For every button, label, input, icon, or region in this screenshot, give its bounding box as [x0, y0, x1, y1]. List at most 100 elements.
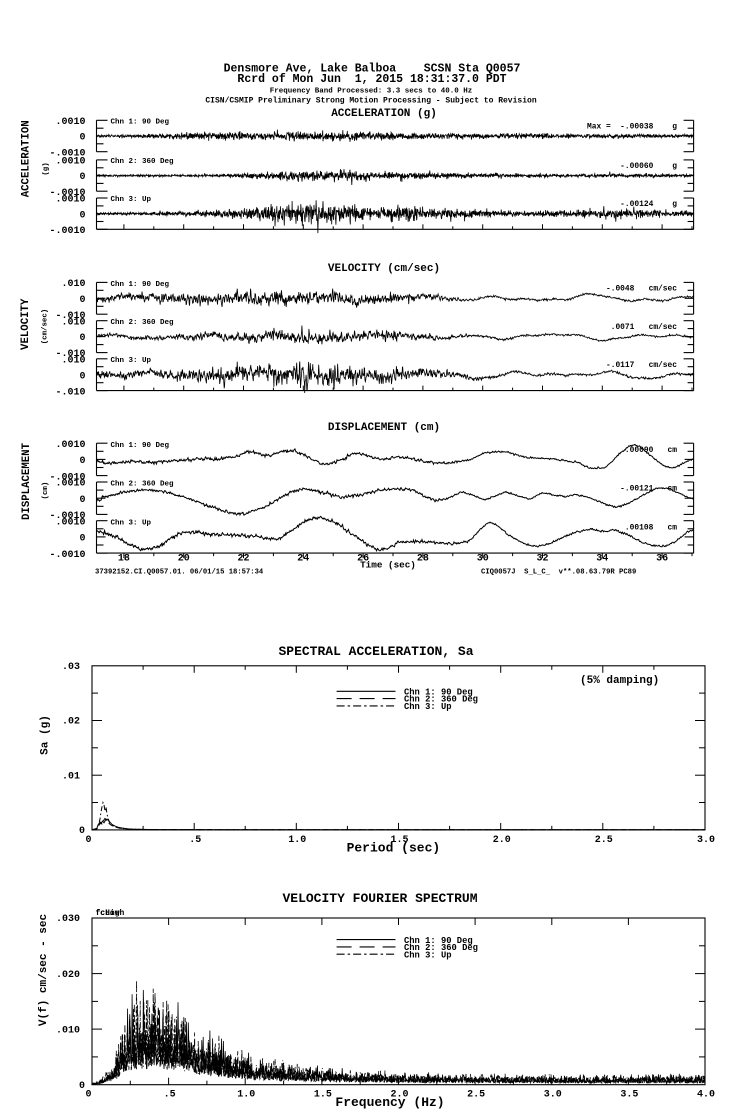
svg-text:.020: .020 — [56, 970, 80, 981]
svg-text:Time (sec): Time (sec) — [360, 560, 416, 571]
svg-text:-.0010: -.0010 — [49, 511, 85, 522]
svg-text:.0010: .0010 — [55, 479, 85, 490]
svg-text:24: 24 — [297, 554, 309, 565]
svg-text:-.00124 g: -.00124 g — [620, 200, 677, 209]
svg-text:0: 0 — [79, 333, 85, 344]
svg-text:Chn 3: Up: Chn 3: Up — [404, 951, 452, 961]
svg-text:Chn 2: 360 Deg: Chn 2: 360 Deg — [404, 695, 478, 705]
svg-text:V(f) cm/sec - sec: V(f) cm/sec - sec — [38, 914, 50, 1026]
svg-text:-.0117 cm/sec: -.0117 cm/sec — [606, 361, 677, 370]
svg-text:-.0010: -.0010 — [49, 188, 85, 199]
svg-text:Chn 3: Up: Chn 3: Up — [111, 519, 152, 527]
svg-text:1.5: 1.5 — [390, 835, 408, 846]
svg-text:-.00060 g: -.00060 g — [620, 162, 677, 171]
svg-text:-.0010: -.0010 — [49, 148, 85, 159]
svg-text:VELOCITY FOURIER SPECTRUM: VELOCITY FOURIER SPECTRUM — [282, 891, 477, 906]
svg-text:0: 0 — [79, 826, 85, 837]
svg-text:1.5: 1.5 — [314, 1090, 332, 1101]
svg-text:34: 34 — [596, 554, 608, 565]
svg-text:Chn 1: 90 Deg: Chn 1: 90 Deg — [111, 119, 170, 127]
svg-text:2.5: 2.5 — [467, 1090, 485, 1101]
svg-text:VELOCITY: VELOCITY — [20, 298, 32, 350]
svg-text:.0010: .0010 — [55, 440, 85, 451]
svg-text:0: 0 — [85, 1090, 91, 1101]
svg-text:32: 32 — [536, 554, 548, 565]
svg-text:CISN/CSMIP Preliminary Strong: CISN/CSMIP Preliminary Strong Motion Pro… — [205, 96, 536, 105]
svg-text:(5% damping): (5% damping) — [580, 675, 659, 687]
svg-text:Sa (g): Sa (g) — [40, 715, 52, 755]
svg-text:ACCELERATION (g): ACCELERATION (g) — [331, 108, 437, 120]
svg-text:1.0: 1.0 — [237, 1090, 255, 1101]
svg-text:Densmore Ave, Lake Balboa S: Densmore Ave, Lake Balboa SCSN Sta Q0057 — [224, 63, 521, 76]
svg-text:3.5: 3.5 — [620, 1090, 638, 1101]
svg-text:-.00121 cm: -.00121 cm — [620, 485, 677, 494]
svg-text:-.010: -.010 — [55, 387, 85, 398]
svg-text:Chn 2: 360 Deg: Chn 2: 360 Deg — [111, 481, 175, 489]
svg-text:.5: .5 — [164, 1090, 176, 1101]
svg-text:.030: .030 — [56, 914, 80, 925]
svg-text:(cm): (cm) — [42, 482, 50, 500]
svg-text:0: 0 — [79, 172, 85, 183]
svg-text:VELOCITY (cm/sec): VELOCITY (cm/sec) — [328, 263, 440, 275]
svg-text:Chn 2: 360 Deg: Chn 2: 360 Deg — [404, 943, 478, 953]
svg-text:-.010: -.010 — [55, 349, 85, 360]
svg-text:2.0: 2.0 — [493, 835, 511, 846]
svg-text:.0010: .0010 — [55, 117, 85, 128]
svg-text:.010: .010 — [61, 279, 85, 290]
svg-text:0: 0 — [79, 1081, 85, 1092]
svg-text:fcLow: fcLow — [96, 909, 120, 918]
svg-text:(g): (g) — [42, 162, 50, 175]
svg-text:2.0: 2.0 — [390, 1090, 408, 1101]
svg-text:0: 0 — [79, 133, 85, 144]
svg-text:.5: .5 — [189, 835, 201, 846]
svg-text:Chn 3: Up: Chn 3: Up — [404, 702, 452, 712]
svg-text:37392152.CI.Q0057.01. 06/01/15: 37392152.CI.Q0057.01. 06/01/15 18:57:34 — [95, 569, 264, 577]
svg-text:Frequency Band Processed: 3.3: Frequency Band Processed: 3.3 secs to 40… — [270, 87, 473, 95]
svg-text:.010: .010 — [56, 1025, 80, 1036]
svg-text:18: 18 — [118, 554, 130, 565]
svg-text:4.0: 4.0 — [697, 1090, 715, 1101]
svg-text:.00090 cm: .00090 cm — [625, 446, 677, 455]
svg-text:3.0: 3.0 — [544, 1090, 562, 1101]
svg-text:0: 0 — [79, 534, 85, 545]
svg-text:Chn 2: 360 Deg: Chn 2: 360 Deg — [111, 319, 175, 327]
svg-text:(cm/sec): (cm/sec) — [42, 309, 50, 344]
svg-text:36: 36 — [656, 554, 668, 565]
svg-text:-.0048 cm/sec: -.0048 cm/sec — [606, 285, 677, 294]
svg-text:DISPLACEMENT: DISPLACEMENT — [21, 442, 33, 520]
svg-text:-.010: -.010 — [55, 311, 85, 322]
svg-text:Chn 1: 90 Deg: Chn 1: 90 Deg — [111, 442, 170, 450]
svg-text:2.5: 2.5 — [595, 835, 613, 846]
svg-text:-.0010: -.0010 — [49, 226, 85, 237]
svg-text:.00108 cm: .00108 cm — [625, 523, 677, 532]
svg-text:.010: .010 — [61, 317, 85, 328]
svg-text:-.0010: -.0010 — [49, 472, 85, 483]
svg-text:.0010: .0010 — [55, 157, 85, 168]
svg-text:Chn 2: 360 Deg: Chn 2: 360 Deg — [111, 158, 175, 166]
svg-text:CIQ0057J S_L_C_ v**.08.63.79: CIQ0057J S_L_C_ v**.08.63.79R PC89 — [481, 569, 636, 577]
svg-text:0: 0 — [79, 295, 85, 306]
svg-text:-.0010: -.0010 — [49, 550, 85, 561]
svg-text:.01: .01 — [62, 771, 80, 782]
svg-text:Rcrd of Mon Jun 1, 2015 18:31: Rcrd of Mon Jun 1, 2015 18:31:37.0 PDT — [237, 73, 506, 86]
svg-text:0: 0 — [79, 210, 85, 221]
svg-text:22: 22 — [237, 554, 249, 565]
svg-text:.0071 cm/sec: .0071 cm/sec — [611, 323, 678, 332]
svg-text:30: 30 — [477, 554, 489, 565]
svg-text:.03: .03 — [62, 662, 80, 673]
svg-text:Chn 3: Up: Chn 3: Up — [111, 196, 152, 204]
svg-text:0: 0 — [85, 835, 91, 846]
svg-text:0: 0 — [79, 456, 85, 467]
svg-text:0: 0 — [79, 495, 85, 506]
svg-text:.0010: .0010 — [55, 195, 85, 206]
svg-text:.02: .02 — [62, 717, 80, 728]
svg-text:1.0: 1.0 — [288, 835, 306, 846]
svg-text:Max = -.00038 g: Max = -.00038 g — [587, 122, 677, 131]
svg-text:0: 0 — [79, 371, 85, 382]
svg-text:Period (sec): Period (sec) — [347, 841, 441, 856]
svg-text:Chn 1: 90 Deg: Chn 1: 90 Deg — [404, 687, 473, 697]
svg-text:Chn 3: Up: Chn 3: Up — [111, 357, 152, 365]
svg-text:Chn 1: 90 Deg: Chn 1: 90 Deg — [404, 936, 473, 946]
svg-text:20: 20 — [178, 554, 190, 565]
svg-text:.010: .010 — [61, 355, 85, 366]
